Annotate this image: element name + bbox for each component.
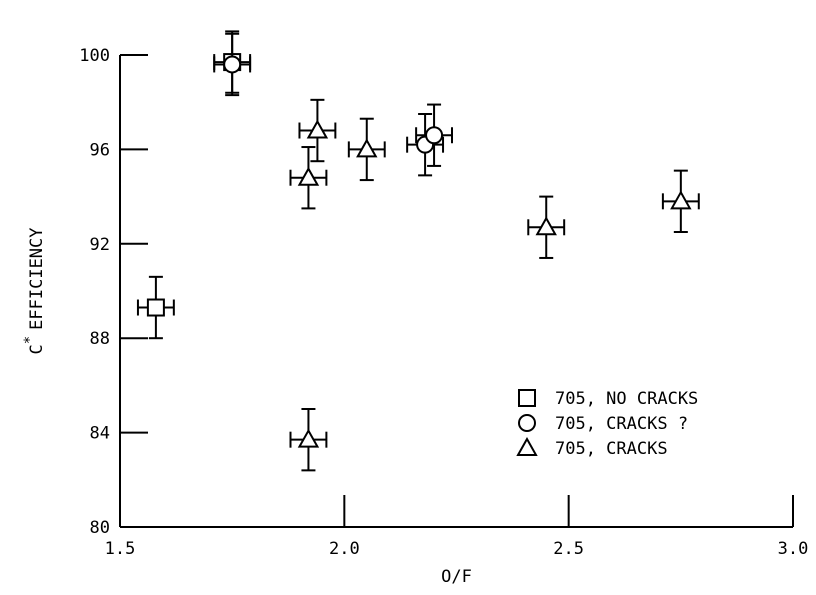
y-tick-label: 92 (90, 235, 110, 255)
x-tick-label: 2.0 (329, 539, 360, 559)
x-axis-ticks: 1.5 2.0 2.5 3.0 (105, 495, 809, 559)
legend-triangle-icon (516, 436, 538, 456)
x-axis-label: O/F (441, 567, 472, 587)
x-tick-label: 1.5 (105, 539, 136, 559)
triangle-marker (535, 216, 557, 236)
legend-square-icon (518, 389, 536, 407)
data-point-circle (415, 103, 454, 167)
legend-circle-icon (518, 414, 536, 432)
y-axis-label: C* EFFICIENCY (22, 227, 47, 354)
y-axis-label-superscript: * (22, 336, 38, 344)
data-point-square (136, 275, 175, 340)
series-circle (213, 32, 454, 177)
data-point-triangle (527, 195, 566, 259)
axes (119, 55, 793, 528)
square-marker (146, 298, 165, 317)
legend-label: 705, CRACKS (555, 439, 668, 459)
y-axis-label-text: C* EFFICIENCY (22, 227, 47, 354)
data-point-circle (213, 32, 252, 97)
y-axis-label-prefix: C (27, 344, 47, 354)
x-tick-label: 2.5 (553, 539, 584, 559)
triangle-marker (356, 138, 378, 158)
data-marks (136, 30, 700, 472)
data-point-triangle (661, 169, 700, 233)
legend-label: 705, CRACKS ? (555, 414, 688, 434)
y-axis-label-main: EFFICIENCY (27, 227, 47, 329)
series-triangle (289, 98, 700, 472)
y-tick-label: 96 (90, 140, 110, 160)
data-point-triangle (298, 98, 337, 163)
y-tick-label: 84 (90, 424, 110, 444)
circle-marker (425, 126, 444, 145)
y-tick-label: 80 (90, 518, 110, 538)
legend-item: 705, NO CRACKS (518, 389, 698, 409)
legend-item: 705, CRACKS (516, 436, 668, 459)
y-tick-label: 88 (90, 329, 110, 349)
triangle-marker (297, 166, 320, 186)
legend-item: 705, CRACKS ? (518, 414, 688, 434)
circle-marker (223, 55, 242, 74)
legend-label: 705, NO CRACKS (555, 389, 698, 409)
series-square (136, 30, 252, 340)
triangle-marker (306, 119, 329, 139)
x-tick-label: 3.0 (778, 539, 809, 559)
data-point-triangle (289, 146, 328, 210)
y-axis-ticks: 80 84 88 92 96 100 (79, 46, 148, 538)
y-tick-label: 100 (79, 46, 110, 66)
data-point-circle (406, 113, 445, 177)
triangle-marker (297, 428, 320, 448)
data-point-triangle (289, 408, 328, 472)
triangle-marker (670, 190, 692, 210)
legend: 705, NO CRACKS 705, CRACKS ? 705, CRACKS (516, 389, 698, 459)
data-point-triangle (347, 117, 386, 182)
